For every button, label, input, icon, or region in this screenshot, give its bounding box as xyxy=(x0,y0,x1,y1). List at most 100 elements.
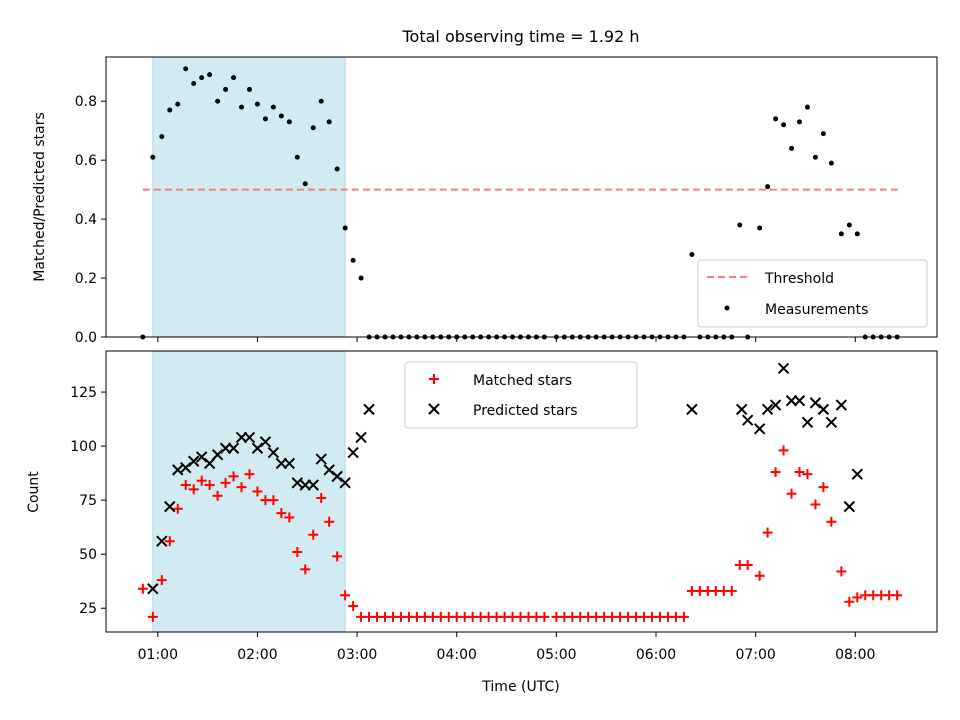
bottom-xticks: 01:00 02:00 03:00 04:00 05:00 06:00 07:00 08:00 xyxy=(138,632,875,663)
matched-star-point xyxy=(236,482,247,493)
predicted-star-point xyxy=(735,403,748,416)
predicted-star-point xyxy=(769,399,782,411)
measurement-point xyxy=(789,145,795,151)
matched-star-point xyxy=(778,445,789,456)
predicted-star-point xyxy=(211,449,224,461)
measurement-point xyxy=(191,81,197,87)
matched-star-point xyxy=(292,547,303,558)
bottom-predicted-layer xyxy=(147,362,863,595)
matched-star-point xyxy=(324,516,335,527)
bottom-ytick-label: 75 xyxy=(79,493,97,509)
matched-star-point xyxy=(276,508,287,519)
top-ytick-label: 0.8 xyxy=(75,94,97,110)
bottom-legend: Matched stars Predicted stars xyxy=(404,361,638,429)
measurement-point xyxy=(318,98,324,104)
matched-star-point xyxy=(810,499,821,510)
measurement-point xyxy=(773,116,779,122)
measurement-point xyxy=(812,154,818,160)
measurement-point xyxy=(342,225,348,231)
matched-star-point xyxy=(212,490,223,501)
predicted-star-point xyxy=(180,462,192,474)
top-ytick-label: 0.0 xyxy=(75,330,97,346)
predicted-star-point xyxy=(195,451,208,463)
observing-window-shade xyxy=(152,350,346,633)
top-axes-frame xyxy=(105,56,938,338)
measurement-point xyxy=(350,257,356,263)
bottom-ytick-label: 50 xyxy=(79,547,97,563)
predicted-star-point xyxy=(187,455,200,467)
bottom-ytick-label: 125 xyxy=(70,385,97,401)
predicted-star-point xyxy=(283,457,296,470)
measurement-point xyxy=(796,119,802,125)
matched-star-point xyxy=(818,482,829,493)
predicted-star-point xyxy=(339,477,351,489)
matched-star-point xyxy=(742,559,753,570)
measurement-point xyxy=(828,160,834,166)
matched-star-point xyxy=(844,596,855,607)
xtick-label: 04:00 xyxy=(437,647,477,663)
predicted-star-point xyxy=(793,395,806,407)
xtick-label: 01:00 xyxy=(138,647,178,663)
matched-star-point xyxy=(164,536,175,547)
matched-star-point xyxy=(726,585,737,596)
matched-star-point xyxy=(244,469,255,480)
predicted-star-point xyxy=(355,431,367,444)
measurement-point xyxy=(765,184,771,190)
top-xticks xyxy=(157,337,856,342)
measurement-point xyxy=(159,134,165,140)
measurement-point xyxy=(689,251,695,257)
measurement-point xyxy=(757,225,763,231)
xtick-label: 03:00 xyxy=(337,647,377,663)
predicted-star-point xyxy=(347,446,359,459)
predicted-star-point xyxy=(777,362,790,374)
matched-star-point xyxy=(754,570,765,581)
predicted-star-point xyxy=(835,399,848,411)
predicted-star-point xyxy=(267,446,280,459)
predicted-star-point xyxy=(753,423,766,435)
measurement-point xyxy=(310,125,316,131)
matched-star-point xyxy=(316,492,327,503)
matched-star-point xyxy=(678,611,689,622)
matched-star-point xyxy=(196,475,207,486)
top-yticks: 0.0 0.2 0.4 0.6 0.8 xyxy=(75,94,106,346)
matched-star-point xyxy=(340,590,351,601)
matched-star-point xyxy=(268,495,279,506)
matched-star-point xyxy=(204,480,215,491)
xtick-label: 06:00 xyxy=(636,647,676,663)
top-legend-box xyxy=(697,259,928,328)
measurement-point xyxy=(270,104,276,110)
top-ytick-label: 0.2 xyxy=(75,271,97,287)
predicted-star-point xyxy=(323,464,335,476)
bottom-y-axis-label: Count xyxy=(26,471,42,513)
xtick-label: 07:00 xyxy=(735,647,775,663)
measurements-legend-swatch xyxy=(724,305,730,311)
predicted-star-point xyxy=(291,477,304,489)
predicted-star-point xyxy=(741,414,754,426)
predicted-star-point xyxy=(147,583,159,595)
matched-star-point xyxy=(892,590,903,601)
matched-star-point xyxy=(220,477,231,488)
measurement-point xyxy=(207,72,213,78)
bottom-axes-frame xyxy=(105,350,938,633)
predicted-star-point xyxy=(251,442,264,454)
measurement-point xyxy=(286,119,292,125)
predicted-star-point xyxy=(331,470,343,483)
measurement-point xyxy=(175,101,181,107)
measurement-point xyxy=(781,122,787,128)
measurement-point xyxy=(326,119,332,125)
measurement-point xyxy=(278,113,284,119)
predicted-star-point xyxy=(817,403,830,416)
predicted-star-point xyxy=(172,464,184,476)
predicted-star-point xyxy=(315,453,327,465)
matched-star-point xyxy=(252,486,263,497)
predicted-star-point xyxy=(809,397,822,409)
matched-star-point xyxy=(786,488,797,499)
x-axis-label: Time (UTC) xyxy=(481,679,559,695)
bottom-panel: 25 50 75 100 125 01:00 02:00 03:00 04:00 05:00 06… xyxy=(26,350,938,695)
matched-star-point xyxy=(332,551,343,562)
matched-star-point xyxy=(770,467,781,478)
predicted-star-point xyxy=(259,436,272,448)
xtick-label: 08:00 xyxy=(835,647,875,663)
matched-star-point xyxy=(300,564,311,575)
bottom-ytick-label: 100 xyxy=(70,439,97,455)
